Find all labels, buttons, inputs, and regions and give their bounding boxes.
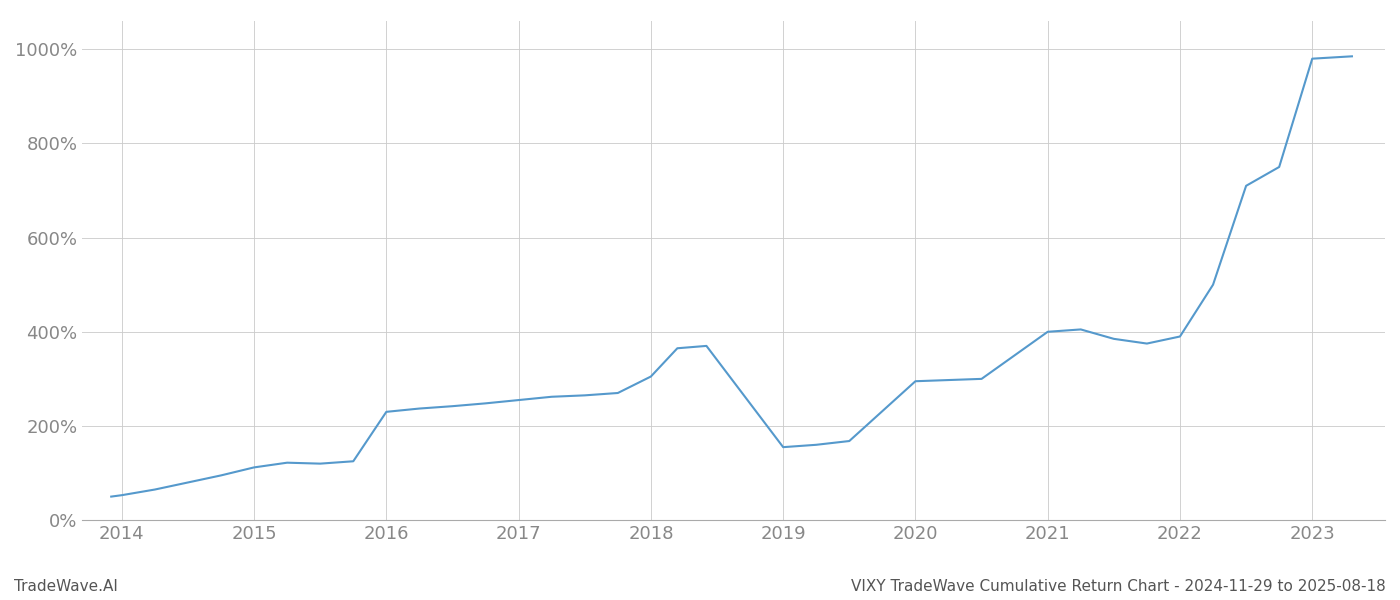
Text: VIXY TradeWave Cumulative Return Chart - 2024-11-29 to 2025-08-18: VIXY TradeWave Cumulative Return Chart -… [851,579,1386,594]
Text: TradeWave.AI: TradeWave.AI [14,579,118,594]
